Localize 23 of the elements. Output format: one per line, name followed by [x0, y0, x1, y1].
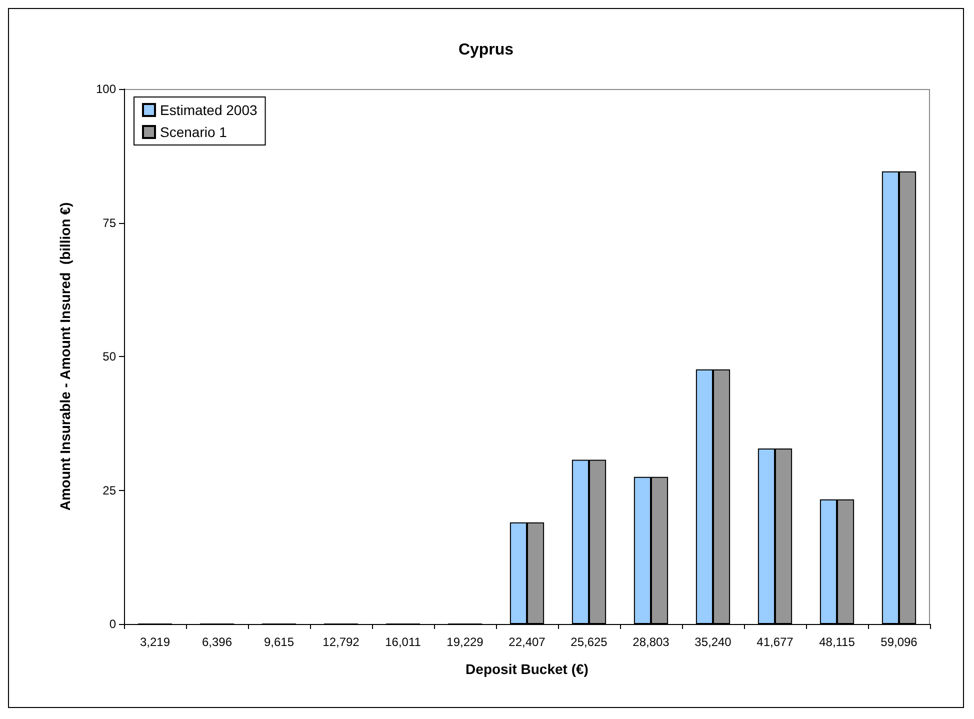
x-tick-label: 59,096 [880, 635, 918, 649]
y-axis-title: Amount Insurable - Amount Insured (billion €) [57, 202, 73, 511]
chart-title: Cyprus [458, 42, 514, 58]
x-tick-label: 25,625 [570, 635, 608, 649]
y-tick-label: 25 [102, 483, 116, 498]
x-tick-label: 22,407 [508, 635, 546, 649]
x-axis-title: Deposit Bucket (€) [466, 661, 588, 677]
x-tick-label: 41,677 [756, 635, 794, 649]
x-tick-label: 16,011 [385, 635, 422, 649]
y-tick-label: 0 [109, 617, 116, 631]
x-tick-label: 12,792 [322, 635, 360, 649]
x-tick-label: 19,229 [446, 635, 484, 649]
x-tick-label: 35,240 [694, 635, 732, 649]
y-tick-label: 100 [96, 82, 116, 96]
y-tick-label: 50 [102, 350, 116, 364]
legend-label: Scenario 1 [160, 124, 228, 140]
y-tick-label: 75 [102, 216, 116, 230]
x-tick-label: 48,115 [819, 635, 856, 649]
legend-label: Estimated 2003 [160, 102, 258, 118]
x-tick-label: 3,219 [140, 635, 170, 649]
x-tick-label: 6,396 [202, 635, 232, 649]
x-tick-label: 9,615 [264, 635, 294, 649]
x-tick-label: 28,803 [632, 635, 670, 649]
